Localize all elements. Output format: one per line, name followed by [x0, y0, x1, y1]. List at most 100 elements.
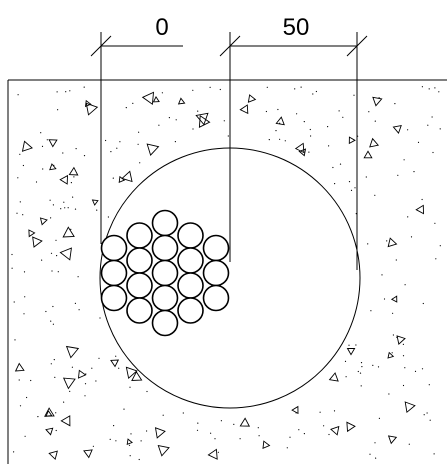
- dot-aggregate-icon: [394, 103, 396, 105]
- dot-aggregate-icon: [50, 217, 52, 219]
- dot-aggregate-icon: [13, 451, 15, 453]
- dot-aggregate-icon: [421, 198, 423, 201]
- dot-aggregate-icon: [22, 214, 24, 216]
- dot-aggregate-icon: [360, 362, 363, 364]
- dot-aggregate-icon: [56, 255, 58, 257]
- conductor-circle: [177, 222, 204, 249]
- triangle-aggregate-icon: [49, 163, 57, 171]
- triangle-aggregate-icon: [291, 405, 299, 415]
- conductor-circle: [151, 309, 179, 337]
- dot-aggregate-icon: [284, 140, 286, 142]
- triangle-aggregate-icon: [346, 347, 356, 356]
- triangle-aggregate-icon: [85, 102, 99, 116]
- dot-aggregate-icon: [50, 252, 53, 254]
- triangle-aggregate-icon: [328, 372, 339, 382]
- dot-aggregate-icon: [57, 109, 59, 111]
- conductor-circle: [177, 272, 204, 299]
- dot-aggregate-icon: [383, 298, 386, 300]
- dot-aggregate-icon: [404, 284, 406, 286]
- dot-aggregate-icon: [197, 110, 199, 112]
- dot-aggregate-icon: [57, 271, 59, 273]
- dot-aggregate-icon: [65, 91, 67, 93]
- dot-aggregate-icon: [233, 423, 235, 425]
- conductor-circle: [151, 284, 179, 312]
- dot-aggregate-icon: [434, 87, 436, 89]
- dot-aggregate-icon: [429, 419, 431, 421]
- dot-aggregate-icon: [410, 236, 413, 238]
- dot-aggregate-icon: [423, 414, 425, 416]
- dot-aggregate-icon: [70, 182, 72, 184]
- dot-aggregate-icon: [99, 317, 101, 319]
- dot-aggregate-icon: [49, 199, 51, 201]
- dot-aggregate-icon: [402, 355, 405, 357]
- dot-aggregate-icon: [42, 168, 44, 170]
- dot-aggregate-icon: [421, 86, 423, 88]
- triangle-aggregate-icon: [154, 427, 166, 439]
- conductor-circle: [177, 297, 204, 324]
- dot-aggregate-icon: [16, 212, 18, 214]
- triangle-aggregate-icon: [177, 97, 186, 105]
- dot-aggregate-icon: [50, 320, 52, 322]
- dot-aggregate-icon: [118, 367, 120, 369]
- dot-aggregate-icon: [332, 166, 334, 169]
- dot-aggregate-icon: [69, 390, 71, 392]
- dot-aggregate-icon: [52, 204, 55, 206]
- dot-aggregate-icon: [77, 276, 79, 278]
- dot-aggregate-icon: [439, 245, 441, 247]
- dot-aggregate-icon: [303, 433, 305, 435]
- dot-aggregate-icon: [396, 336, 398, 338]
- triangle-aggregate-icon: [404, 401, 416, 414]
- triangle-aggregate-icon: [348, 136, 356, 145]
- dot-aggregate-icon: [175, 119, 177, 121]
- dot-aggregate-icon: [60, 208, 62, 210]
- left-tick-mark: [90, 35, 112, 57]
- dot-aggregate-icon: [96, 209, 98, 211]
- middle-tick-mark: [219, 35, 241, 57]
- dot-aggregate-icon: [408, 443, 410, 445]
- triangle-aggregate-icon: [84, 99, 92, 108]
- conductor-circle: [202, 259, 230, 287]
- dot-aggregate-icon: [146, 430, 148, 432]
- dot-aggregate-icon: [139, 162, 141, 164]
- left-dimension-label: 0: [155, 14, 168, 41]
- triangle-aggregate-icon: [118, 175, 126, 184]
- dot-aggregate-icon: [294, 88, 296, 90]
- dot-aggregate-icon: [378, 417, 380, 419]
- dot-aggregate-icon: [334, 183, 336, 185]
- dot-aggregate-icon: [14, 339, 16, 341]
- dot-aggregate-icon: [192, 128, 194, 130]
- dot-aggregate-icon: [23, 313, 25, 315]
- dot-aggregate-icon: [18, 379, 20, 381]
- dot-aggregate-icon: [310, 135, 312, 137]
- dot-aggregate-icon: [40, 132, 42, 134]
- dot-aggregate-icon: [357, 370, 359, 373]
- conductor-circle: [202, 284, 230, 312]
- dot-aggregate-icon: [435, 258, 437, 260]
- dot-aggregate-icon: [323, 425, 325, 427]
- dot-aggregate-icon: [295, 412, 297, 414]
- dot-aggregate-icon: [53, 359, 55, 361]
- dot-aggregate-icon: [434, 222, 436, 224]
- triangle-aggregate-icon: [387, 435, 398, 445]
- dot-aggregate-icon: [73, 176, 75, 178]
- dot-aggregate-icon: [286, 447, 288, 449]
- dot-aggregate-icon: [174, 141, 176, 143]
- dot-aggregate-icon: [92, 445, 94, 447]
- dot-aggregate-icon: [78, 309, 80, 311]
- dot-aggregate-icon: [422, 302, 424, 305]
- triangle-aggregate-icon: [157, 445, 170, 457]
- dot-aggregate-icon: [17, 177, 19, 179]
- dot-aggregate-icon: [345, 376, 347, 378]
- triangle-aggregate-icon: [110, 359, 120, 368]
- dot-aggregate-icon: [63, 201, 65, 203]
- dot-aggregate-icon: [350, 189, 353, 191]
- dot-aggregate-icon: [161, 92, 163, 94]
- dot-aggregate-icon: [421, 368, 424, 370]
- dot-aggregate-icon: [162, 414, 164, 416]
- dot-aggregate-icon: [140, 440, 142, 442]
- dot-aggregate-icon: [277, 108, 279, 111]
- dot-aggregate-icon: [63, 401, 65, 403]
- right-tick-mark: [346, 35, 368, 57]
- conductor-circle: [100, 259, 128, 287]
